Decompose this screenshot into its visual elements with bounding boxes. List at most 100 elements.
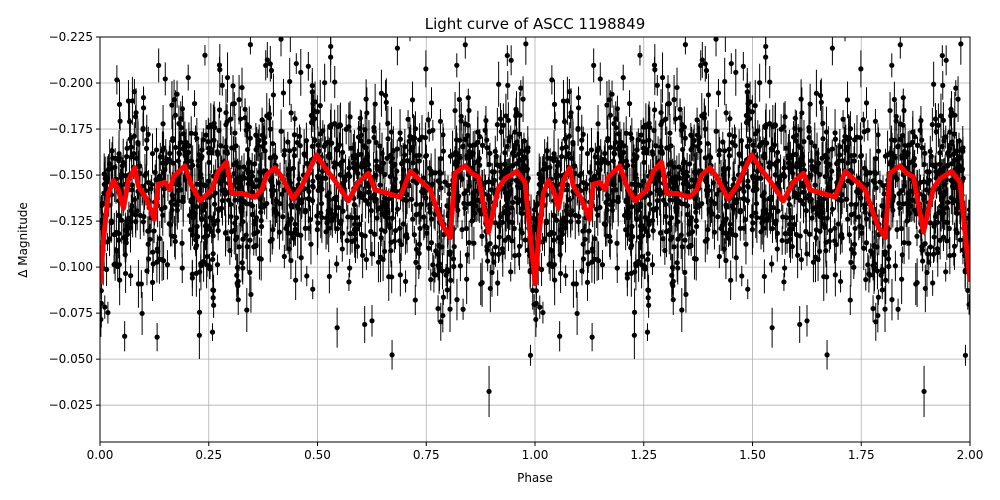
data-point	[150, 249, 156, 255]
data-point	[314, 213, 320, 219]
data-point	[492, 148, 498, 154]
data-point	[918, 117, 924, 124]
data-point	[116, 151, 122, 157]
data-point	[940, 82, 946, 89]
data-point	[544, 148, 550, 154]
data-point	[525, 145, 531, 151]
data-point	[665, 101, 671, 107]
data-point	[812, 143, 818, 149]
data-point	[466, 107, 472, 114]
data-point	[181, 131, 187, 137]
data-point	[654, 197, 661, 204]
data-point	[615, 146, 621, 152]
data-point	[428, 100, 435, 106]
data-point	[153, 147, 160, 153]
data-point	[958, 41, 964, 47]
data-point	[870, 305, 876, 312]
data-point	[761, 273, 767, 280]
data-point	[372, 101, 378, 107]
data-point	[132, 114, 139, 120]
data-point	[910, 139, 916, 145]
data-point	[772, 172, 778, 178]
data-point	[243, 127, 249, 133]
data-point	[897, 205, 903, 211]
data-point	[350, 153, 356, 159]
data-point	[877, 179, 883, 185]
data-point	[527, 352, 534, 358]
data-point	[503, 113, 509, 119]
data-point	[940, 234, 947, 240]
data-point	[129, 187, 135, 193]
data-point	[468, 4, 473, 9]
data-point	[272, 208, 278, 214]
data-point	[575, 125, 581, 132]
data-point	[288, 257, 294, 264]
data-point	[294, 139, 300, 146]
data-point	[275, 180, 281, 186]
data-point	[953, 227, 959, 233]
data-point	[112, 261, 118, 267]
data-point	[673, 473, 678, 478]
data-point	[394, 45, 400, 51]
data-point	[214, 149, 220, 155]
data-point	[723, 24, 728, 29]
data-point	[251, 231, 257, 237]
data-point	[570, 139, 576, 146]
data-point	[324, 220, 330, 226]
data-point	[364, 153, 371, 159]
data-point	[308, 241, 314, 247]
data-point	[568, 110, 574, 116]
data-point	[232, 197, 238, 203]
data-point	[117, 118, 123, 124]
data-point	[182, 140, 188, 146]
data-point	[334, 261, 340, 267]
data-point	[739, 273, 745, 279]
data-point	[469, 218, 475, 224]
data-point	[160, 160, 166, 166]
data-point	[895, 306, 901, 312]
data-point	[702, 61, 708, 67]
data-point	[804, 318, 810, 324]
data-point	[812, 182, 818, 188]
data-point	[935, 249, 941, 256]
data-point	[416, 152, 422, 158]
data-point	[193, 245, 199, 251]
data-point	[628, 245, 634, 251]
data-point	[684, 203, 691, 209]
data-point	[829, 206, 836, 212]
data-point	[944, 205, 950, 211]
data-point	[235, 178, 241, 185]
data-point	[263, 62, 269, 68]
data-point	[252, 184, 258, 190]
data-point	[278, 37, 284, 42]
data-point	[614, 106, 621, 112]
data-point	[151, 228, 157, 234]
data-point	[212, 124, 218, 131]
data-point	[189, 232, 196, 238]
data-point	[490, 251, 496, 257]
data-point	[383, 205, 389, 212]
data-point	[766, 160, 773, 166]
data-point	[239, 174, 245, 180]
data-point	[823, 152, 829, 158]
data-point	[342, 173, 349, 180]
data-point	[207, 266, 213, 272]
data-point	[832, 272, 838, 278]
data-point	[119, 217, 125, 223]
data-point	[194, 135, 200, 142]
data-point	[244, 121, 250, 128]
data-point	[500, 122, 507, 128]
data-point	[416, 264, 422, 270]
data-point	[465, 95, 471, 101]
data-point	[939, 194, 945, 200]
data-point	[402, 233, 409, 239]
data-point	[349, 215, 355, 221]
data-point	[368, 228, 374, 235]
data-point	[440, 148, 447, 154]
data-point	[389, 352, 395, 358]
data-point	[421, 214, 427, 220]
data-point	[595, 160, 601, 166]
data-point	[108, 219, 114, 226]
data-point	[960, 145, 966, 151]
